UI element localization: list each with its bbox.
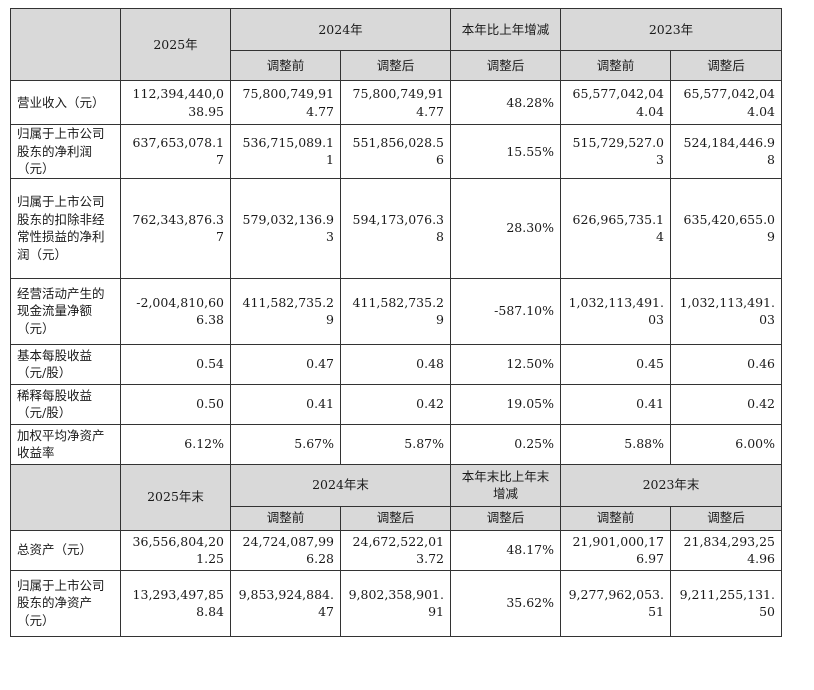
subheader-2024-before: 调整前 (230, 50, 341, 81)
value-2024-after: 5.87% (340, 423, 451, 465)
value-2023-after: 65,577,042,044.04 (670, 80, 782, 125)
header-2023: 2023年 (560, 8, 782, 51)
row-label: 归属于上市公司股东的净资产（元） (10, 569, 121, 637)
value-2023-before: 515,729,527.03 (560, 124, 671, 179)
value-2024-before: 411,582,735.29 (230, 277, 341, 345)
row-label: 营业收入（元） (10, 80, 121, 125)
value-2023-before: 626,965,735.14 (560, 177, 671, 279)
value-change: 35.62% (450, 569, 561, 637)
value-2023-after: 6.00% (670, 423, 782, 465)
value-change: 19.05% (450, 383, 561, 425)
table-row: 基本每股收益（元/股） 0.54 0.47 0.48 12.50% 0.45 0.46 (10, 343, 782, 385)
value-2023-before: 65,577,042,044.04 (560, 80, 671, 125)
value-2023-after: 524,184,446.98 (670, 124, 782, 179)
header-change: 本年末比上年末增减 (450, 463, 561, 507)
row-label: 总资产（元） (10, 529, 121, 571)
value-2024-before: 0.47 (230, 343, 341, 385)
header-2023: 2023年末 (560, 463, 782, 507)
value-2024-after: 594,173,076.38 (340, 177, 451, 279)
value-2023-before: 21,901,000,176.97 (560, 529, 671, 571)
subheader-row: 调整前 调整后 调整后 调整前 调整后 (11, 50, 782, 81)
value-2025: 0.50 (120, 383, 231, 425)
value-2023-after: 0.46 (670, 343, 782, 385)
value-2024-before: 5.67% (230, 423, 341, 465)
value-2023-before: 0.45 (560, 343, 671, 385)
subheader-2023-before: 调整前 (560, 50, 671, 81)
value-change: -587.10% (450, 277, 561, 345)
table-row: 加权平均净资产收益率 6.12% 5.67% 5.87% 0.25% 5.88% 6.00% (10, 423, 782, 465)
row-label: 基本每股收益（元/股） (10, 343, 121, 385)
subheader-2023-before: 调整前 (560, 505, 671, 531)
value-2023-after: 9,211,255,131.50 (670, 569, 782, 637)
value-2024-before: 75,800,749,914.77 (230, 80, 341, 125)
row-label: 稀释每股收益（元/股） (10, 383, 121, 425)
table-row: 归属于上市公司股东的净利润（元） 637,653,078.17 536,715,08… (10, 124, 782, 179)
subheader-change-after: 调整后 (450, 505, 561, 531)
subheader-2023-after: 调整后 (670, 505, 782, 531)
value-2024-after: 9,802,358,901.91 (340, 569, 451, 637)
subheader-2024-after: 调整后 (340, 50, 451, 81)
value-2024-after: 0.48 (340, 343, 451, 385)
row-label: 加权平均净资产收益率 (10, 423, 121, 465)
subheader-2024-after: 调整后 (340, 505, 451, 531)
value-2025: -2,004,810,606.38 (120, 277, 231, 345)
header-row: 2025年 2024年 本年比上年增减 2023年 (10, 8, 782, 81)
value-2024-before: 24,724,087,996.28 (230, 529, 341, 571)
value-2025: 637,653,078.17 (120, 124, 231, 179)
value-2024-after: 551,856,028.56 (340, 124, 451, 179)
value-2024-before: 536,715,089.11 (230, 124, 341, 179)
row-label: 归属于上市公司股东的净利润（元） (10, 124, 121, 179)
value-2024-before: 9,853,924,884.47 (230, 569, 341, 637)
value-2023-after: 21,834,293,254.96 (670, 529, 782, 571)
subheader-2024-before: 调整前 (230, 505, 341, 531)
value-2023-before: 9,277,962,053.51 (560, 569, 671, 637)
value-change: 48.28% (450, 80, 561, 125)
value-2023-before: 1,032,113,491.03 (560, 277, 671, 345)
table-row: 归属于上市公司股东的扣除非经常性损益的净利润（元） 762,343,876.37 5… (10, 177, 782, 279)
header-2024: 2024年末 (230, 463, 451, 507)
row-label: 归属于上市公司股东的扣除非经常性损益的净利润（元） (10, 177, 121, 279)
subheader-change-after: 调整后 (450, 50, 561, 81)
value-2025: 0.54 (120, 343, 231, 385)
value-change: 28.30% (450, 177, 561, 279)
subheader-row: 调整前 调整后 调整后 调整前 调整后 (11, 505, 782, 531)
value-2024-after: 411,582,735.29 (340, 277, 451, 345)
header-2024: 2024年 (230, 8, 451, 51)
value-2025: 762,343,876.37 (120, 177, 231, 279)
value-2023-before: 5.88% (560, 423, 671, 465)
value-2024-before: 0.41 (230, 383, 341, 425)
header-row: 2025年末 2024年末 本年末比上年末增减 2023年末 (10, 463, 782, 531)
value-2023-before: 0.41 (560, 383, 671, 425)
value-2025: 112,394,440,038.95 (120, 80, 231, 125)
value-2024-after: 24,672,522,013.72 (340, 529, 451, 571)
value-2025: 36,556,804,201.25 (120, 529, 231, 571)
value-2023-after: 0.42 (670, 383, 782, 425)
value-2023-after: 635,420,655.09 (670, 177, 782, 279)
table-row: 经营活动产生的现金流量净额（元） -2,004,810,606.38 411,582… (10, 277, 782, 345)
value-change: 0.25% (450, 423, 561, 465)
value-change: 15.55% (450, 124, 561, 179)
value-change: 12.50% (450, 343, 561, 385)
table-row: 归属于上市公司股东的净资产（元） 13,293,497,858.84 9,853,9… (10, 569, 782, 637)
header-blank-cell (10, 8, 121, 81)
table-row: 营业收入（元） 112,394,440,038.95 75,800,749,914.… (10, 80, 782, 125)
row-label: 经营活动产生的现金流量净额（元） (10, 277, 121, 345)
header-blank-cell (10, 463, 121, 531)
table-row: 总资产（元） 36,556,804,201.25 24,724,087,996.28… (10, 529, 782, 571)
header-2025: 2025年 (120, 8, 231, 81)
value-change: 48.17% (450, 529, 561, 571)
value-2023-after: 1,032,113,491.03 (670, 277, 782, 345)
value-2025: 6.12% (120, 423, 231, 465)
value-2024-after: 75,800,749,914.77 (340, 80, 451, 125)
value-2025: 13,293,497,858.84 (120, 569, 231, 637)
value-2024-after: 0.42 (340, 383, 451, 425)
header-2025: 2025年末 (120, 463, 231, 531)
table-row: 稀释每股收益（元/股） 0.50 0.41 0.42 19.05% 0.41 0.42 (10, 383, 782, 425)
header-change: 本年比上年增减 (450, 8, 561, 51)
financial-indicators-table: 2025年 2024年 本年比上年增减 2023年 调整前 调整后 调整后 调整前 调整后 营业收… (10, 8, 782, 637)
subheader-2023-after: 调整后 (670, 50, 782, 81)
value-2024-before: 579,032,136.93 (230, 177, 341, 279)
